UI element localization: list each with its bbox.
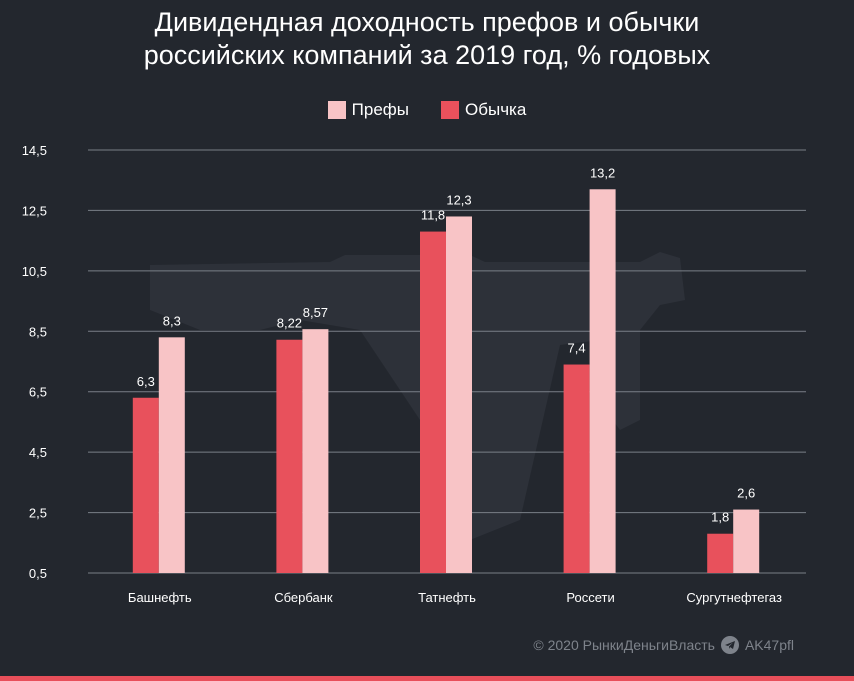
legend-swatch-common — [441, 101, 460, 119]
x-tick-label: Татнефть — [418, 590, 476, 605]
chart-title: Дивидендная доходность префов и обычки р… — [0, 6, 854, 72]
bar-common — [563, 364, 590, 573]
bar-common — [132, 397, 159, 573]
data-label: 11,8 — [421, 208, 445, 223]
bar-prefs — [446, 216, 472, 573]
legend-item-prefs: Префы — [327, 100, 410, 120]
telegram-icon — [720, 636, 739, 654]
bar-common — [707, 533, 734, 573]
legend-label-prefs: Префы — [351, 100, 410, 119]
watermark-rifle-icon — [150, 252, 685, 540]
y-tick-label: 6,5 — [29, 385, 47, 400]
x-tick-label: Сургутнефтегаз — [686, 590, 782, 605]
data-label: 13,2 — [590, 165, 615, 180]
chart-title-line1: Дивидендная доходность префов и обычки — [154, 7, 700, 37]
footer-accent-bar — [0, 676, 854, 681]
x-tick-label: Сбербанк — [274, 590, 333, 605]
y-tick-label: 12,5 — [22, 203, 47, 218]
footer: © 2020 РынкиДеньгиВласть AK47pfl — [533, 636, 794, 654]
data-label: 8,3 — [163, 313, 181, 328]
bar-prefs — [302, 329, 329, 573]
y-tick-label: 14,5 — [22, 143, 47, 158]
y-tick-label: 0,5 — [29, 566, 47, 581]
bars — [132, 189, 760, 574]
y-tick-label: 8,5 — [29, 324, 47, 339]
bar-common — [420, 231, 446, 574]
copyright-text: © 2020 РынкиДеньгиВласть — [533, 637, 715, 653]
data-label: 6,3 — [137, 374, 155, 389]
data-label: 1,8 — [711, 510, 729, 525]
data-label: 7,4 — [568, 341, 586, 356]
legend-item-common: Обычка — [441, 100, 526, 120]
x-tick-label: Башнефть — [128, 590, 192, 605]
y-tick-label: 2,5 — [29, 506, 47, 521]
x-axis: Башнефть Сбербанк Татнефть Россети Сургутнеф… — [128, 590, 782, 605]
bar-prefs — [158, 337, 185, 573]
data-label: 12,3 — [446, 192, 471, 207]
y-tick-label: 10,5 — [22, 264, 47, 279]
bar-prefs — [589, 189, 616, 573]
legend-label-common: Обычка — [465, 100, 527, 119]
data-labels: 6,3 8,3 8,228,57 11,812,3 7,4 13,2 1,8 2,6 — [137, 165, 755, 524]
y-axis: 0,5 2,5 4,5 6,5 8,5 10,5 12,5 14,5 — [22, 143, 47, 581]
y-tick-label: 4,5 — [29, 445, 47, 460]
bar-prefs — [733, 509, 760, 573]
x-tick-label: Россети — [566, 590, 614, 605]
data-label: 8,22 — [277, 316, 302, 331]
data-label: 8,57 — [303, 305, 328, 320]
data-label: 2,6 — [737, 486, 755, 501]
chart-legend: Префы Обычка — [0, 100, 854, 120]
telegram-handle[interactable]: AK47pfl — [744, 637, 794, 653]
bar-common — [276, 339, 303, 573]
legend-swatch-prefs — [327, 101, 346, 119]
chart-title-line2: российских компаний за 2019 год, % годов… — [143, 40, 711, 70]
